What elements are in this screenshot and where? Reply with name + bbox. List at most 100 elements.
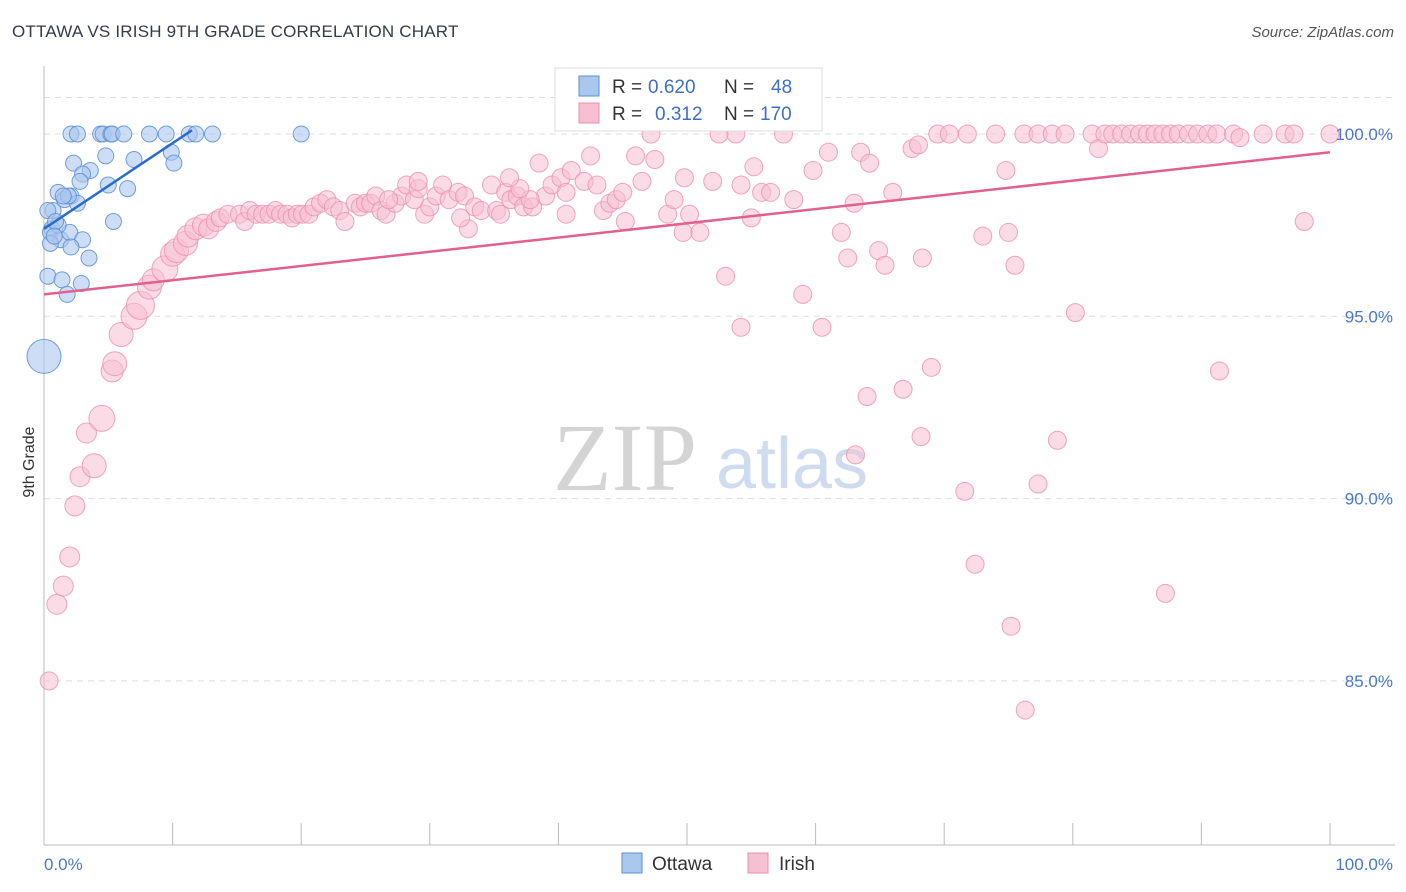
ottawa-point (165, 154, 183, 172)
irish-point (1230, 128, 1250, 148)
irish-point (613, 182, 633, 202)
ottawa-point (97, 147, 115, 165)
legend-irish-n-value: 170 (760, 104, 792, 125)
legend-ottawa-n-value: 48 (771, 77, 792, 98)
x-tick-label-1: 100.0% (1335, 855, 1393, 874)
legend-irish-swatch (578, 102, 600, 124)
irish-point (39, 671, 59, 691)
irish-point (529, 153, 549, 173)
irish-point (831, 222, 851, 242)
irish-point (1207, 124, 1227, 144)
irish-point (556, 204, 576, 224)
ottawa-point (68, 125, 86, 143)
irish-point (581, 146, 601, 166)
irish-point (838, 248, 858, 268)
irish-point (587, 175, 607, 195)
ottawa-point (140, 125, 158, 143)
ottawa-point (157, 125, 175, 143)
irish-point (957, 124, 977, 144)
ottawa-point (292, 125, 310, 143)
legend-irish-r-value: 0.312 (655, 104, 703, 125)
chart-title: OTTAWA VS IRISH 9TH GRADE CORRELATION CH… (12, 22, 459, 41)
irish-point (999, 222, 1018, 242)
irish-point (965, 554, 985, 574)
irish-point (102, 351, 128, 377)
irish-point (1001, 616, 1021, 636)
irish-point (88, 404, 116, 432)
irish-point (81, 453, 107, 479)
legend-top: R = 0.620 N = 48 R = 0.312 N = 170 (554, 67, 823, 132)
irish-point (860, 153, 880, 173)
ottawa-point (65, 154, 83, 172)
y-tick-label-3: 100.0% (1335, 125, 1393, 144)
irish-point (986, 124, 1006, 144)
irish-point (64, 495, 86, 517)
irish-point (1065, 303, 1085, 323)
irish-point (52, 575, 74, 597)
y-axis-label: 9th Grade (21, 426, 38, 497)
ottawa-point (104, 212, 122, 230)
y-tick-label-2: 95.0% (1345, 307, 1393, 326)
watermark: ZIP atlas (553, 404, 868, 511)
irish-point (626, 146, 646, 166)
irish-point (561, 160, 581, 180)
irish-point (921, 357, 941, 377)
trendlines (43, 129, 1331, 296)
legend-irish-r-label: R = (612, 104, 642, 125)
legend-ottawa-r-label: R = (612, 77, 642, 98)
irish-point (680, 204, 700, 224)
legend-ottawa-r-value: 0.620 (648, 77, 696, 98)
watermark-atlas: atlas (716, 424, 868, 504)
irish-point (973, 226, 993, 246)
irish-points (39, 124, 1340, 720)
legend-ottawa-n-label: N = (724, 77, 754, 98)
legend-bottom: Ottawa Irish (621, 852, 815, 875)
irish-point (911, 427, 931, 447)
irish-point (908, 135, 928, 155)
irish-point (1253, 124, 1273, 144)
ottawa-point (39, 267, 57, 285)
irish-point (75, 422, 97, 444)
irish-point (793, 284, 813, 304)
irish-point (1015, 700, 1035, 720)
irish-point (716, 266, 736, 286)
irish-point (818, 142, 838, 162)
irish-point (645, 150, 665, 170)
irish-point (1155, 583, 1175, 603)
x-tick-label-0: 0.0% (44, 855, 83, 874)
irish-point (803, 160, 823, 180)
irish-point (1055, 124, 1075, 144)
irish-point (59, 546, 81, 568)
irish-point (845, 445, 865, 465)
irish-point (939, 124, 959, 144)
irish-point (108, 322, 134, 348)
ottawa-point (26, 338, 62, 374)
irish-point (996, 160, 1016, 180)
source-credit: Source: ZipAtlas.com (1251, 24, 1394, 41)
ottawa-point (71, 172, 89, 190)
irish-point (857, 387, 877, 407)
ottawa-point (119, 180, 137, 198)
legend-ottawa-swatch (578, 75, 600, 97)
ottawa-point (54, 187, 72, 205)
watermark-zip: ZIP (553, 404, 697, 511)
y-tick-label-1: 90.0% (1345, 490, 1393, 509)
irish-point (784, 190, 804, 210)
irish-point (556, 182, 576, 202)
irish-point (731, 175, 751, 195)
irish-point (1294, 211, 1314, 231)
irish-point (408, 171, 428, 191)
irish-point (46, 593, 68, 615)
irish-point (912, 248, 932, 268)
irish-point (1284, 124, 1304, 144)
irish-point (674, 168, 694, 188)
irish-point (1028, 474, 1048, 494)
irish-point (703, 171, 723, 191)
legend-irish-n-label: N = (724, 104, 754, 125)
ottawa-point (80, 249, 98, 267)
irish-point (955, 481, 975, 501)
irish-point (1047, 430, 1067, 450)
legend-bottom-irish-label: Irish (779, 854, 815, 875)
irish-point (1005, 255, 1025, 275)
